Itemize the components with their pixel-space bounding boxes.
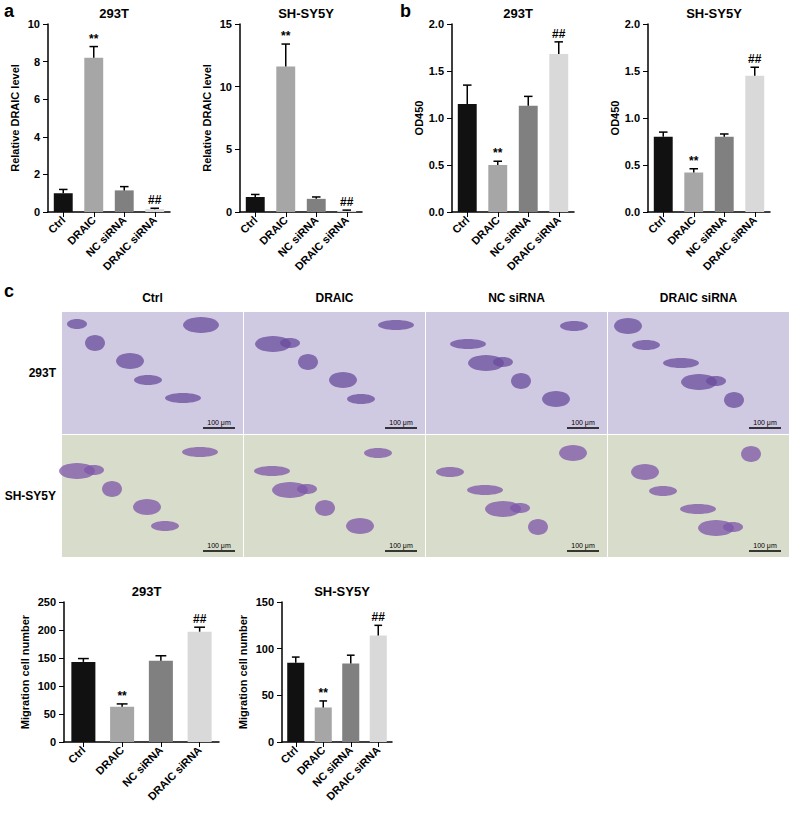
svg-text:NC siRNA: NC siRNA [275,213,321,259]
svg-text:250: 250 [38,596,56,608]
svg-text:Ctrl: Ctrl [278,744,300,766]
svg-text:DRAIC: DRAIC [468,213,502,247]
svg-text:Ctrl: Ctrl [66,744,88,766]
svg-text:OD450: OD450 [413,101,425,136]
svg-text:0.5: 0.5 [625,159,640,171]
svg-text:0: 0 [268,736,274,748]
svg-text:6: 6 [34,93,40,105]
svg-text:##: ## [340,195,354,209]
svg-text:150: 150 [38,652,56,664]
svg-text:100 μm: 100 μm [753,419,777,427]
svg-text:##: ## [193,612,207,626]
svg-text:100 μm: 100 μm [753,542,777,550]
svg-text:1.0: 1.0 [429,112,444,124]
svg-text:10: 10 [28,18,40,30]
svg-text:10: 10 [220,81,232,93]
svg-text:Migration cell number: Migration cell number [19,614,31,729]
svg-text:1.5: 1.5 [625,65,640,77]
svg-text:Ctrl: Ctrl [238,214,260,236]
svg-text:2.0: 2.0 [429,18,444,30]
svg-text:200: 200 [38,624,56,636]
svg-text:100 μm: 100 μm [389,419,413,427]
svg-text:1.5: 1.5 [429,65,444,77]
svg-text:c: c [4,281,14,301]
svg-text:b: b [400,1,411,21]
svg-text:SH-SY5Y: SH-SY5Y [5,489,56,503]
svg-text:DRAIC: DRAIC [664,213,698,247]
svg-text:293T: 293T [503,6,533,21]
svg-text:DRAIC: DRAIC [294,743,328,777]
svg-text:50: 50 [262,689,274,701]
svg-text:100 μm: 100 μm [207,419,231,427]
svg-text:DRAIC siRNA: DRAIC siRNA [100,214,159,273]
svg-text:NC siRNA: NC siRNA [683,213,729,259]
svg-text:293T: 293T [99,6,129,21]
svg-text:Ctrl: Ctrl [450,214,472,236]
svg-text:293T: 293T [132,584,162,599]
svg-text:**: ** [89,32,99,46]
svg-text:100 μm: 100 μm [207,542,231,550]
svg-text:NC siRNA: NC siRNA [309,743,355,789]
svg-text:Relative DRAIC level: Relative DRAIC level [9,64,21,172]
svg-text:0.0: 0.0 [429,206,444,218]
svg-text:DRAIC: DRAIC [256,213,290,247]
svg-text:OD450: OD450 [609,101,621,136]
svg-text:0: 0 [226,206,232,218]
svg-text:Ctrl: Ctrl [46,214,68,236]
svg-text:2.0: 2.0 [625,18,640,30]
svg-text:DRAIC siRNA: DRAIC siRNA [145,744,204,803]
svg-text:NC siRNA: NC siRNA [83,213,129,259]
svg-text:**: ** [281,29,291,43]
svg-text:DRAIC: DRAIC [64,213,98,247]
svg-text:100: 100 [256,643,274,655]
svg-text:**: ** [117,689,127,703]
svg-text:Ctrl: Ctrl [646,214,668,236]
svg-text:100 μm: 100 μm [389,542,413,550]
svg-text:Relative DRAIC level: Relative DRAIC level [201,64,213,172]
svg-text:DRAIC siRNA: DRAIC siRNA [504,214,563,273]
svg-text:a: a [4,1,15,21]
svg-text:**: ** [689,154,699,168]
svg-text:DRAIC siRNA: DRAIC siRNA [292,214,351,273]
svg-text:DRAIC siRNA: DRAIC siRNA [324,744,383,803]
svg-text:293T: 293T [29,366,57,380]
svg-text:Migration cell number: Migration cell number [237,614,249,729]
svg-text:0.0: 0.0 [625,206,640,218]
svg-text:SH-SY5Y: SH-SY5Y [314,584,370,599]
svg-text:Ctrl: Ctrl [142,291,163,305]
svg-text:8: 8 [34,56,40,68]
svg-text:0: 0 [34,206,40,218]
svg-text:NC siRNA: NC siRNA [487,213,533,259]
svg-text:##: ## [148,193,162,207]
svg-text:##: ## [748,52,762,66]
svg-text:##: ## [552,27,566,41]
svg-text:**: ** [493,146,503,160]
svg-text:DRAIC: DRAIC [316,291,354,305]
svg-text:NC siRNA: NC siRNA [488,291,545,305]
svg-text:##: ## [372,610,386,624]
svg-text:0: 0 [50,736,56,748]
svg-text:150: 150 [256,596,274,608]
svg-text:100 μm: 100 μm [571,542,595,550]
svg-text:SH-SY5Y: SH-SY5Y [278,6,334,21]
svg-text:100: 100 [38,680,56,692]
svg-text:DRAIC: DRAIC [93,744,126,777]
svg-text:2: 2 [34,168,40,180]
svg-text:0.5: 0.5 [429,159,444,171]
svg-text:NC siRNA: NC siRNA [119,743,166,789]
svg-text:15: 15 [220,18,232,30]
svg-text:4: 4 [34,131,41,143]
svg-text:SH-SY5Y: SH-SY5Y [686,6,742,21]
svg-text:50: 50 [44,708,56,720]
svg-text:DRAIC siRNA: DRAIC siRNA [700,214,759,273]
svg-text:DRAIC siRNA: DRAIC siRNA [660,291,738,305]
svg-text:1.0: 1.0 [625,112,640,124]
svg-text:**: ** [319,686,329,700]
svg-text:5: 5 [226,143,232,155]
svg-text:100 μm: 100 μm [571,419,595,427]
